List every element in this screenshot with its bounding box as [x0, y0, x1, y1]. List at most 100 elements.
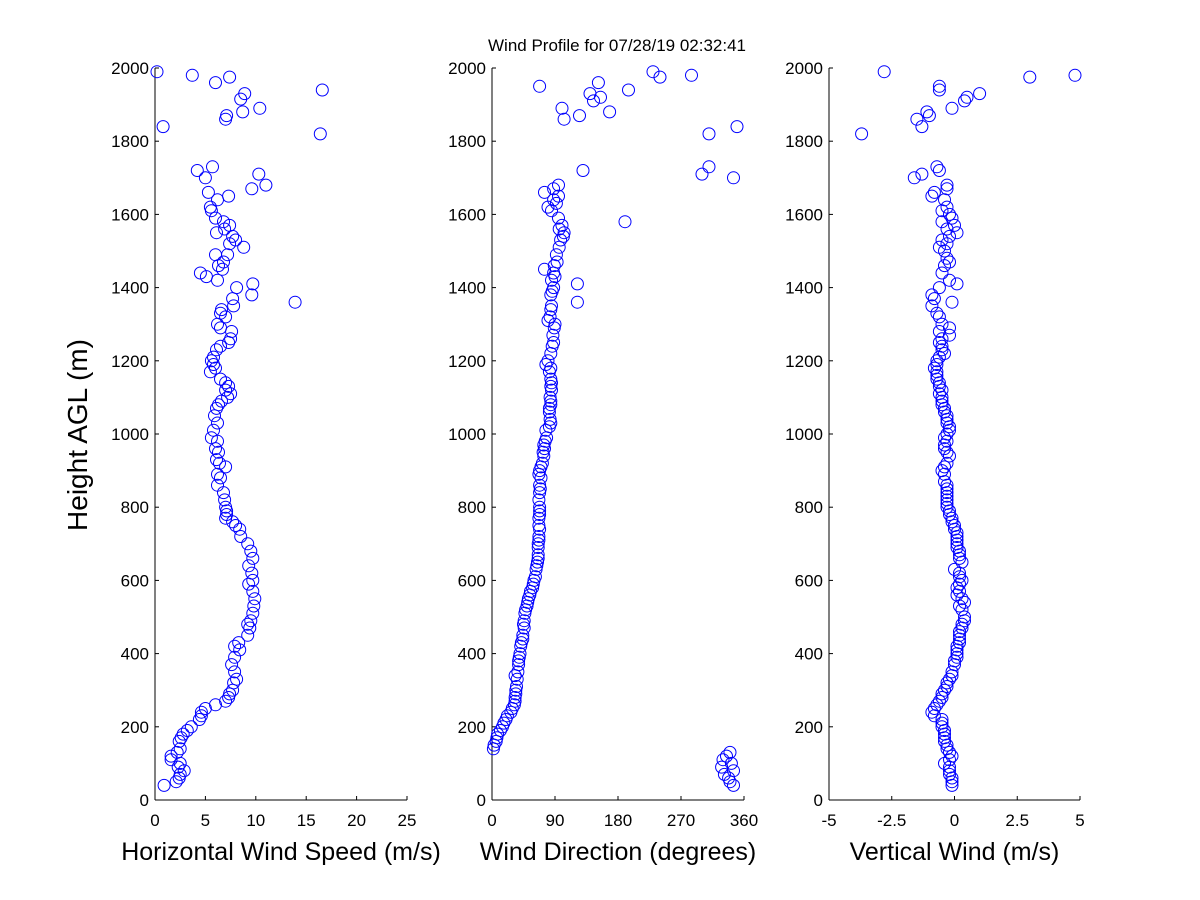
- data-point: [940, 500, 954, 514]
- data-point: [157, 778, 171, 792]
- data-point: [945, 515, 959, 529]
- data-point: [243, 621, 257, 635]
- data-point: [943, 508, 956, 521]
- data-point: [253, 101, 267, 115]
- data-point: [950, 650, 964, 664]
- data-point: [948, 562, 961, 576]
- y-tick-label: 0: [140, 791, 149, 810]
- data-point: [945, 101, 959, 115]
- data-point: [185, 68, 199, 82]
- x-tick-label: 180: [604, 811, 632, 830]
- x-axis-label: Horizontal Wind Speed (m/s): [121, 838, 441, 866]
- y-tick-label: 1200: [785, 352, 823, 371]
- data-point: [950, 526, 964, 540]
- data-point: [935, 204, 949, 218]
- data-point: [215, 394, 228, 408]
- data-point: [723, 775, 737, 789]
- data-point: [549, 248, 563, 262]
- data-point: [943, 420, 956, 434]
- data-point: [907, 171, 921, 185]
- x-tick-label: 2.5: [1005, 811, 1029, 830]
- data-point: [930, 354, 944, 368]
- data-point: [547, 182, 561, 196]
- y-tick-label: 1600: [448, 205, 486, 224]
- data-point: [210, 401, 223, 415]
- data-point: [288, 295, 302, 309]
- data-point: [932, 79, 946, 93]
- data-point: [169, 775, 183, 789]
- data-point: [194, 709, 208, 723]
- data-point: [510, 672, 524, 686]
- data-point: [192, 713, 206, 726]
- data-point: [618, 215, 632, 229]
- data-point: [932, 694, 946, 708]
- data-point: [932, 164, 946, 177]
- data-point: [938, 734, 951, 748]
- data-point: [173, 742, 187, 756]
- x-tick-label: 25: [398, 811, 417, 830]
- data-point: [226, 229, 240, 243]
- data-point: [943, 273, 956, 287]
- data-point: [233, 522, 247, 536]
- y-tick-label: 400: [458, 645, 486, 664]
- data-point: [212, 259, 225, 273]
- data-point: [938, 259, 951, 273]
- data-point: [241, 617, 255, 631]
- data-point: [233, 643, 247, 657]
- x-tick-label: 0: [150, 811, 159, 830]
- x-tick-label: 0: [487, 811, 496, 830]
- data-point: [227, 299, 241, 313]
- data-point: [538, 185, 551, 199]
- data-point: [222, 691, 236, 704]
- data-point: [246, 573, 260, 587]
- data-point: [943, 672, 956, 686]
- x-axis-label: Vertical Wind (m/s): [850, 838, 1060, 866]
- data-point: [940, 237, 954, 251]
- data-point: [940, 482, 954, 496]
- data-point: [248, 592, 262, 606]
- data-point: [922, 109, 936, 123]
- data-point: [1068, 68, 1082, 82]
- data-point: [938, 683, 951, 697]
- data-point: [940, 412, 954, 426]
- data-point: [241, 537, 255, 551]
- data-point: [172, 734, 186, 748]
- data-point: [950, 581, 964, 595]
- data-point: [216, 262, 229, 276]
- data-point: [953, 584, 966, 598]
- data-point: [203, 365, 217, 379]
- data-point: [935, 383, 949, 397]
- data-point: [935, 215, 949, 229]
- data-point: [218, 222, 232, 236]
- data-point: [486, 742, 500, 756]
- data-point: [547, 321, 561, 335]
- data-point: [953, 577, 966, 591]
- data-point: [953, 632, 966, 646]
- data-point: [915, 167, 929, 181]
- data-point: [206, 160, 219, 174]
- data-point: [242, 559, 256, 573]
- data-point: [173, 756, 187, 770]
- data-point: [228, 665, 242, 679]
- data-point: [945, 669, 959, 683]
- data-point: [950, 226, 964, 240]
- data-point: [210, 343, 223, 357]
- data-point: [221, 390, 235, 404]
- data-point: [176, 727, 190, 741]
- data-point: [945, 775, 959, 789]
- data-point: [943, 753, 956, 767]
- y-tick-label: 1000: [448, 425, 486, 444]
- data-point: [940, 486, 954, 500]
- data-point: [950, 277, 964, 291]
- data-point: [512, 654, 526, 668]
- data-point: [603, 105, 617, 119]
- data-point: [223, 237, 237, 251]
- data-point: [211, 273, 224, 287]
- data-point: [940, 742, 954, 756]
- data-point: [945, 295, 959, 309]
- data-point: [653, 70, 667, 84]
- data-point: [190, 164, 204, 177]
- data-point: [246, 584, 260, 598]
- data-point: [209, 76, 222, 90]
- data-point: [940, 416, 954, 430]
